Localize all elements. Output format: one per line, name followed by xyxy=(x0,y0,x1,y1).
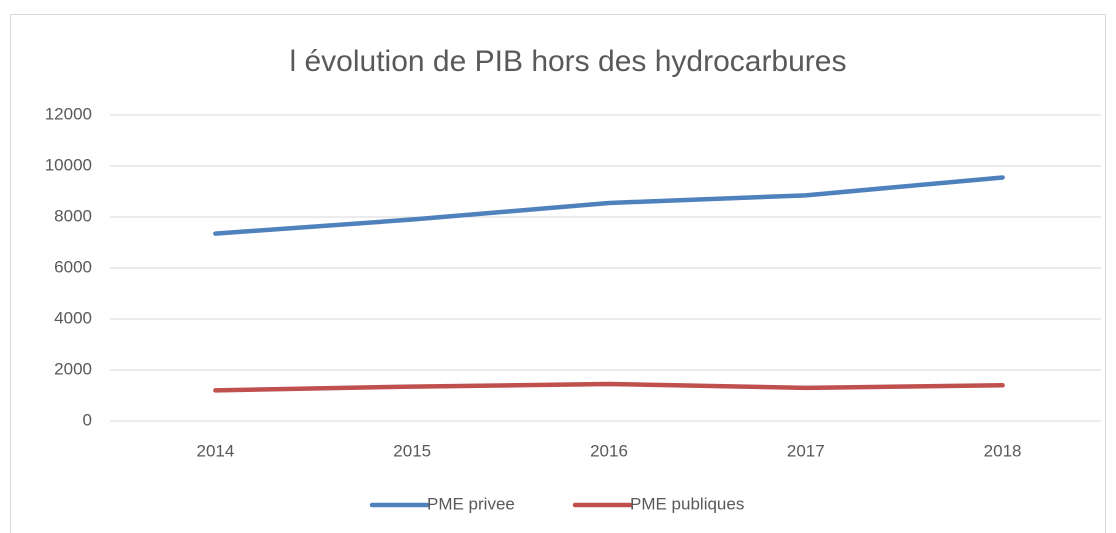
x-tick-label: 2018 xyxy=(984,441,1022,460)
y-tick-label: 2000 xyxy=(54,359,92,378)
y-tick-label: 10000 xyxy=(45,155,92,174)
line-series xyxy=(213,381,1005,393)
y-tick-label: 4000 xyxy=(54,308,92,327)
x-tick-label: 2014 xyxy=(196,441,234,460)
legend-label: PME privee xyxy=(427,494,515,513)
x-tick-label: 2017 xyxy=(787,441,825,460)
y-tick-label: 12000 xyxy=(45,104,92,123)
x-tick-label: 2015 xyxy=(393,441,431,460)
y-tick-label: 0 xyxy=(83,410,92,429)
y-tick-label: 8000 xyxy=(54,206,92,225)
chart-title: l évolution de PIB hors des hydrocarbure… xyxy=(290,45,847,78)
chart-border xyxy=(10,14,1106,533)
legend-label: PME publiques xyxy=(630,494,744,513)
line-series xyxy=(213,175,1005,236)
y-tick-label: 6000 xyxy=(54,257,92,276)
x-tick-label: 2016 xyxy=(590,441,628,460)
